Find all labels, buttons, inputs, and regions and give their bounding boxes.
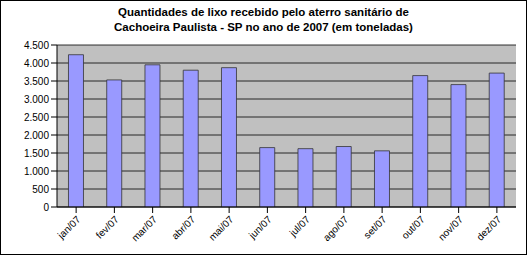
svg-text:mai/07: mai/07 bbox=[207, 213, 236, 242]
svg-text:4.000: 4.000 bbox=[24, 58, 49, 69]
svg-text:2.500: 2.500 bbox=[24, 112, 49, 123]
svg-text:1.000: 1.000 bbox=[24, 166, 49, 177]
svg-text:jun/07: jun/07 bbox=[246, 213, 274, 241]
svg-text:out/07: out/07 bbox=[399, 213, 427, 241]
svg-text:4.500: 4.500 bbox=[24, 40, 49, 51]
svg-text:set/07: set/07 bbox=[362, 213, 389, 240]
svg-text:dez/07: dez/07 bbox=[474, 213, 503, 242]
svg-text:3.500: 3.500 bbox=[24, 76, 49, 87]
html-text:Quantidades de lixo recebido p: Quantidades de lixo recebido pelo aterro… bbox=[114, 6, 413, 33]
svg-text:ago/07: ago/07 bbox=[321, 213, 351, 243]
svg-text:1.500: 1.500 bbox=[24, 148, 49, 159]
svg-text:mar/07: mar/07 bbox=[129, 213, 159, 243]
svg-text:abr/07: abr/07 bbox=[169, 213, 197, 241]
svg-text:0: 0 bbox=[43, 202, 49, 213]
svg-text:jul/07: jul/07 bbox=[287, 213, 313, 239]
svg-text:fev/07: fev/07 bbox=[94, 213, 121, 240]
svg-text:2.000: 2.000 bbox=[24, 130, 49, 141]
svg-text:500: 500 bbox=[32, 184, 49, 195]
svg-text:jan/07: jan/07 bbox=[55, 213, 83, 241]
svg-text:3.000: 3.000 bbox=[24, 94, 49, 105]
svg-text:nov/07: nov/07 bbox=[436, 213, 465, 242]
